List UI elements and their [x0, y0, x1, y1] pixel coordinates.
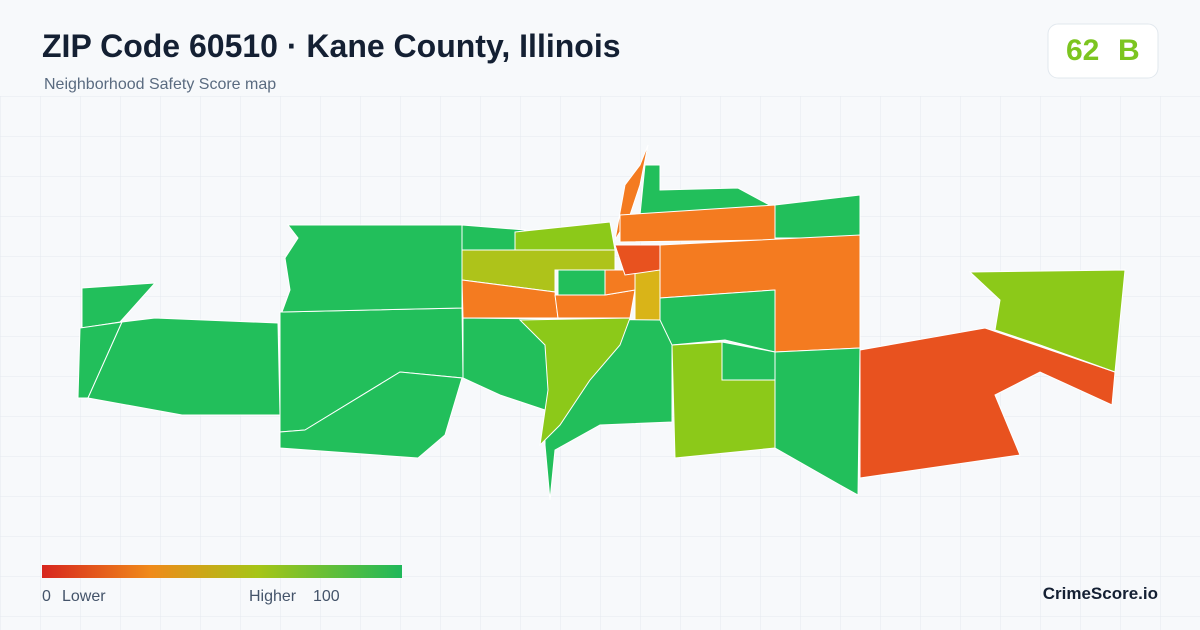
- score-box: [1047, 23, 1159, 79]
- legend-max-label: Higher: [249, 588, 297, 605]
- legend-min-label: Lower: [62, 588, 106, 605]
- legend-max: 100: [313, 588, 340, 605]
- legend-gradient: [42, 565, 402, 578]
- regions: [77, 144, 1126, 501]
- grade: B: [1118, 34, 1140, 67]
- brand: CrimeScore.io: [1042, 584, 1158, 603]
- score: 62: [1066, 34, 1100, 67]
- legend-min: 0: [42, 588, 51, 605]
- title: ZIP Code 60510 · Kane County, Illinois: [42, 28, 621, 64]
- subtitle: Neighborhood Safety Score map: [44, 76, 277, 93]
